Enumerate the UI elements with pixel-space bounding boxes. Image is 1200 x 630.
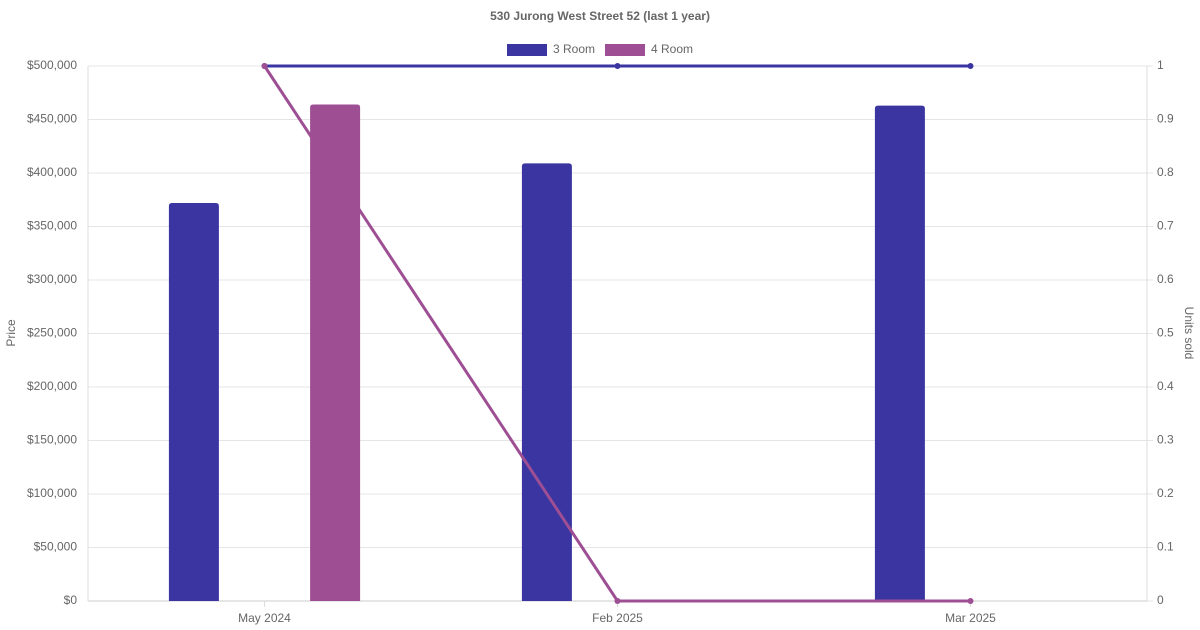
y-tick-label: $500,000 — [27, 58, 77, 72]
y2-tick-label: 1 — [1157, 58, 1164, 72]
point — [967, 63, 974, 69]
y2-tick-label: 0.7 — [1157, 219, 1174, 233]
y-tick-label: $250,000 — [27, 326, 77, 340]
y2-tick-label: 0 — [1157, 593, 1164, 607]
y-tick-label: $0 — [64, 593, 78, 607]
y2-tick-label: 0.8 — [1157, 165, 1174, 179]
y-tick-label: $150,000 — [27, 433, 77, 447]
y-tick-label: $450,000 — [27, 112, 77, 126]
y-tick-label: $50,000 — [34, 540, 78, 554]
y2-tick-label: 0.1 — [1157, 540, 1174, 554]
x-tick-label: Mar 2025 — [945, 611, 996, 625]
bar — [874, 105, 925, 601]
legend-label[interactable]: 3 Room — [553, 42, 595, 56]
point — [614, 598, 621, 604]
y-tick-label: $300,000 — [27, 272, 77, 286]
legend-label[interactable]: 4 Room — [651, 42, 693, 56]
y2-tick-label: 0.2 — [1157, 486, 1174, 500]
legend-swatch[interactable] — [605, 44, 645, 56]
point — [614, 63, 621, 69]
point — [967, 598, 974, 604]
y-axis-title: Price — [4, 319, 18, 347]
x-tick-label: Feb 2025 — [592, 611, 643, 625]
y2-tick-label: 0.3 — [1157, 433, 1174, 447]
x-tick-label: May 2024 — [238, 611, 291, 625]
chart-title: 530 Jurong West Street 52 (last 1 year) — [490, 9, 710, 23]
point — [261, 63, 268, 69]
bar — [521, 163, 572, 601]
y2-tick-label: 0.5 — [1157, 326, 1174, 340]
bar — [310, 104, 361, 602]
y2-tick-label: 0.6 — [1157, 272, 1174, 286]
bar — [168, 202, 219, 601]
legend-swatch[interactable] — [507, 44, 547, 56]
y2-tick-label: 0.4 — [1157, 379, 1174, 393]
y-tick-label: $200,000 — [27, 379, 77, 393]
y-tick-label: $100,000 — [27, 486, 77, 500]
y2-tick-label: 0.9 — [1157, 112, 1174, 126]
y-tick-label: $350,000 — [27, 219, 77, 233]
y-tick-label: $400,000 — [27, 165, 77, 179]
y2-axis-title: Units sold — [1182, 307, 1196, 360]
